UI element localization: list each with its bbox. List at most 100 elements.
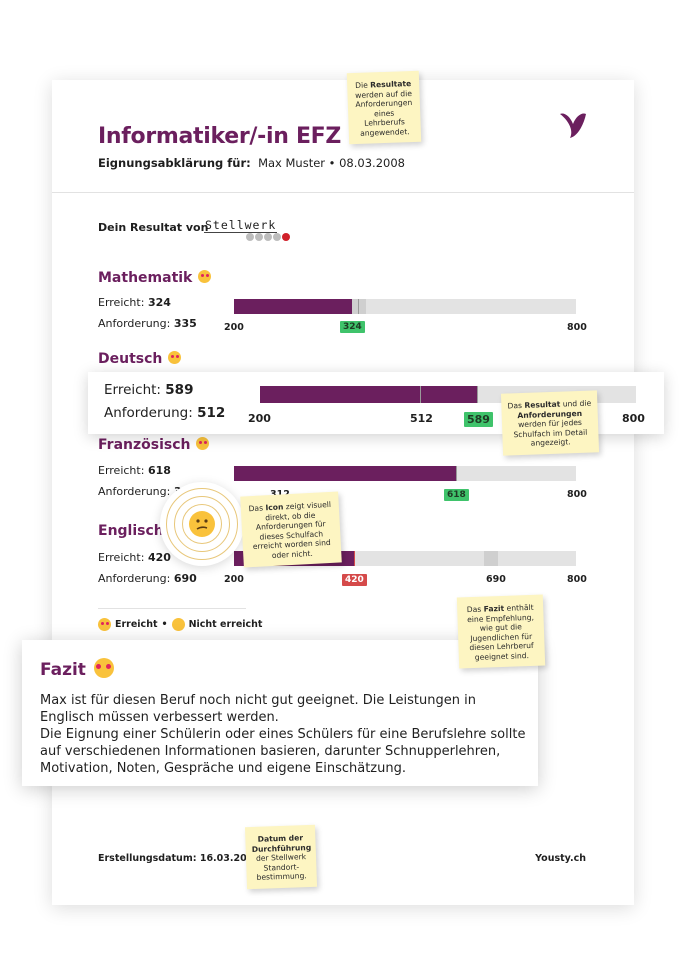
note-text: werden für jedes Schulfach im Detail ang… xyxy=(513,417,588,448)
axis-max: 800 xyxy=(567,322,587,333)
subject-name: Französisch xyxy=(98,437,191,453)
achieved-row: Erreicht: 324 xyxy=(98,296,171,309)
subject-name: Englisch xyxy=(98,523,164,539)
achieved-value: 324 xyxy=(147,296,171,309)
fazit-box: Fazit Max ist für diesen Beruf noch nich… xyxy=(22,640,538,786)
note-text: Das xyxy=(248,503,264,514)
required-label: Anforderung: xyxy=(98,572,171,585)
score-badge: 589 xyxy=(464,412,493,427)
stellwerk-logo: Stellwerk xyxy=(204,218,278,233)
level-dot xyxy=(264,233,272,241)
achieved-label: Erreicht: xyxy=(98,551,145,564)
level-dot-active xyxy=(282,233,290,241)
subject-title-mathematik: Mathematik xyxy=(98,270,212,286)
achieved-value: 420 xyxy=(147,551,171,564)
stellwerk-level-dots xyxy=(246,233,290,241)
score-badge: 324 xyxy=(340,321,365,333)
achieved-value: 618 xyxy=(147,464,171,477)
score-fill xyxy=(234,299,352,314)
confused-face-icon xyxy=(189,511,215,537)
fazit-title: Fazit xyxy=(40,658,114,680)
legend-separator: • xyxy=(161,619,168,630)
required-value: 512 xyxy=(197,405,226,421)
note-text: Das xyxy=(466,604,482,615)
legend-not-achieved: Nicht erreicht xyxy=(188,619,263,630)
subject-title-deutsch: Deutsch xyxy=(98,351,182,367)
score-tick xyxy=(456,466,457,481)
note-bold: Datum der Durchführung xyxy=(251,833,312,854)
subject-name: Mathematik xyxy=(98,270,193,286)
axis-max: 800 xyxy=(567,489,587,500)
note-text: werden auf die Anforderungen eines Lehrb… xyxy=(355,88,413,138)
header-divider xyxy=(52,192,634,193)
legend-divider xyxy=(98,608,246,609)
halo-ring xyxy=(182,504,222,544)
axis-max: 800 xyxy=(567,574,587,585)
subject-title-englisch: Englisch xyxy=(98,523,164,539)
score-tick xyxy=(354,551,355,566)
score-bar xyxy=(234,299,576,314)
score-badge: 618 xyxy=(444,489,469,501)
requirement-marker xyxy=(352,299,366,314)
score-bar xyxy=(234,466,576,481)
achieved-row: Erreicht: 589 xyxy=(104,382,193,398)
subject-title-franzoesisch: Französisch xyxy=(98,437,210,453)
requirement-tick xyxy=(358,299,359,314)
achieved-label: Erreicht: xyxy=(104,382,161,398)
level-dot xyxy=(255,233,263,241)
requirement-tick xyxy=(420,386,421,403)
sticky-note-fazit: Das Fazit enthält eine Empfehlung, wie g… xyxy=(456,594,546,669)
achieved-label: Erreicht: xyxy=(98,464,145,477)
axis-max: 800 xyxy=(622,412,645,425)
requirement-marker xyxy=(484,551,498,566)
brand-url: Yousty.ch xyxy=(535,853,586,864)
page-title: Informatiker/-in EFZ xyxy=(98,124,342,149)
level-dot xyxy=(273,233,281,241)
heart-eyes-icon xyxy=(93,658,114,678)
subtitle: Eignungsabklärung für: Max Muster • 08.0… xyxy=(98,156,405,170)
heart-eyes-icon xyxy=(196,437,210,450)
score-fill xyxy=(234,466,456,481)
sticky-note-icon: Das Icon zeigt visuell direkt, ob die An… xyxy=(240,491,342,568)
fazit-title-text: Fazit xyxy=(40,660,86,680)
note-text: Das xyxy=(507,400,523,411)
subject-name: Deutsch xyxy=(98,351,163,367)
required-label: Anforderung: xyxy=(98,317,171,330)
heart-eyes-icon xyxy=(98,618,111,631)
legend: Erreicht • Nicht erreicht xyxy=(98,618,262,631)
score-tick xyxy=(477,386,478,403)
icon-magnifier xyxy=(160,482,244,566)
note-text: Die xyxy=(354,80,368,90)
note-text: zeigt visuell direkt, ob die Anforderung… xyxy=(252,499,332,560)
note-text: und die xyxy=(562,398,592,409)
axis-min: 200 xyxy=(224,322,244,333)
axis-min: 200 xyxy=(224,574,244,585)
achieved-row: Erreicht: 618 xyxy=(98,464,171,477)
heart-eyes-icon xyxy=(198,270,212,283)
sticky-note-resultate: Die Resultate werden auf die Anforderung… xyxy=(346,70,422,145)
achieved-label: Erreicht: xyxy=(98,296,145,309)
axis-min: 200 xyxy=(248,412,271,425)
required-row: Anforderung: 512 xyxy=(104,405,225,421)
achieved-value: 589 xyxy=(165,382,194,398)
level-dot xyxy=(246,233,254,241)
subtitle-label: Eignungsabklärung für: xyxy=(98,156,251,170)
confused-face-icon xyxy=(171,618,185,631)
subtitle-value: Max Muster • 08.03.2008 xyxy=(258,156,405,170)
creation-date: Erstellungsdatum: 16.03.2025 xyxy=(98,853,260,864)
note-bold: Icon xyxy=(265,502,284,513)
note-text: der Stellwerk Standort-bestimmung. xyxy=(255,852,307,882)
required-row: Anforderung: 690 xyxy=(98,572,197,585)
score-fill xyxy=(260,386,477,403)
required-label: Anforderung: xyxy=(104,405,193,421)
requirement-axis-label: 512 xyxy=(410,412,433,425)
result-label: Dein Resultat von xyxy=(98,221,209,234)
yousty-logo-icon xyxy=(560,113,586,138)
sticky-note-datum: Datum der Durchführung der Stellwerk Sta… xyxy=(244,824,318,889)
note-bold: Fazit xyxy=(483,603,505,614)
achieved-row: Erreicht: 420 xyxy=(98,551,171,564)
requirement-axis-label: 690 xyxy=(486,574,506,585)
halo-ring xyxy=(166,488,238,560)
heart-eyes-icon xyxy=(168,351,182,364)
score-badge: 420 xyxy=(342,574,367,586)
